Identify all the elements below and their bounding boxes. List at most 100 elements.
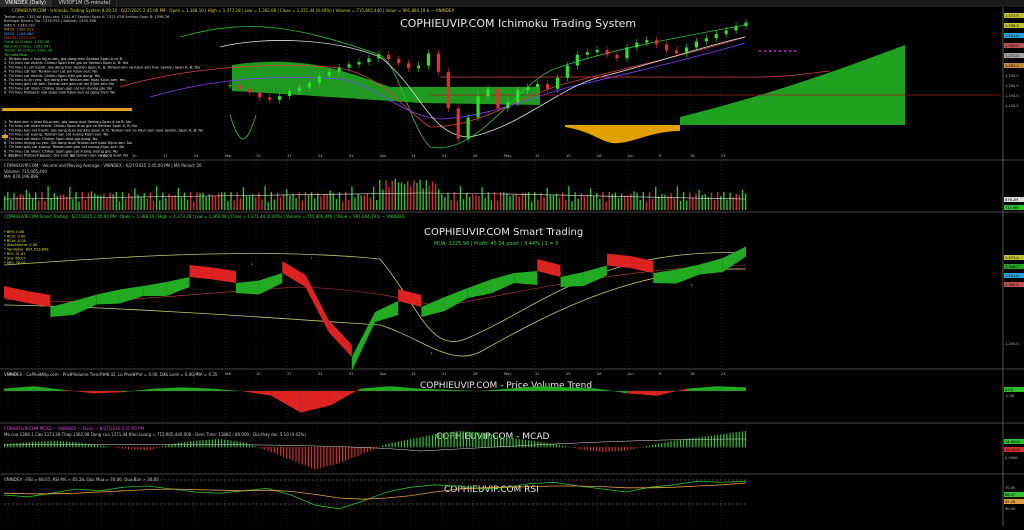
candle-body bbox=[635, 43, 638, 48]
macd-bar bbox=[342, 447, 343, 462]
date-label: Mar bbox=[225, 372, 232, 376]
volume-bar bbox=[317, 193, 318, 210]
volume-bar bbox=[450, 200, 451, 210]
macd-bar bbox=[295, 447, 296, 462]
macd-bar bbox=[640, 447, 641, 448]
volume-bar bbox=[361, 195, 362, 210]
volume-bar bbox=[243, 187, 244, 210]
signal-arrow: ↓ bbox=[640, 265, 643, 270]
macd-bar bbox=[354, 447, 355, 457]
volume-bar bbox=[184, 193, 185, 210]
signal-arrow: ↑ bbox=[690, 283, 693, 288]
volume-bar bbox=[379, 180, 380, 210]
volume-bar bbox=[630, 194, 631, 210]
smart-signal: MUA: 1325.90 | Profit: 45.54 point | 3.4… bbox=[434, 241, 558, 247]
date-label: 16 bbox=[690, 154, 695, 158]
volume-bar bbox=[26, 190, 27, 210]
candle-body bbox=[705, 38, 708, 41]
macd-tag: 0.0000 bbox=[1005, 456, 1018, 460]
date-label: 23 bbox=[721, 154, 726, 158]
macd-bar bbox=[581, 447, 582, 449]
macd-bar bbox=[147, 447, 148, 450]
volume-bar bbox=[407, 181, 408, 210]
candle-body bbox=[596, 50, 599, 52]
volume-bar bbox=[441, 194, 442, 210]
volume-bar bbox=[512, 195, 513, 210]
volume-bar bbox=[330, 191, 331, 210]
volume-bar bbox=[652, 199, 653, 210]
volume-bar bbox=[215, 196, 216, 210]
rsi-tag: 70.00 bbox=[1005, 486, 1016, 490]
tab-vn30f1m[interactable]: VN30F1M (5-minute) bbox=[54, 0, 117, 7]
macd-bar bbox=[184, 442, 185, 447]
macd-bar bbox=[630, 447, 631, 450]
volume-bar bbox=[491, 201, 492, 210]
ichimoku-sell-line: 9. Tin hieu Pullback nguoc: Gia vuot len… bbox=[4, 154, 128, 158]
volume-bar bbox=[354, 198, 355, 210]
chart-window: COPHIEUVIP.COM - Ichimoku Trading System… bbox=[0, 7, 1024, 526]
date-label: Jun bbox=[627, 154, 634, 158]
macd-bar bbox=[156, 447, 157, 448]
macd-bar bbox=[416, 438, 417, 448]
macd-bar bbox=[680, 440, 681, 448]
macd-bar bbox=[91, 444, 92, 447]
date-label: 17 bbox=[163, 154, 168, 158]
macd-bar bbox=[466, 432, 467, 448]
volume-bar bbox=[388, 187, 389, 210]
macd-bar bbox=[364, 447, 365, 453]
chart-canvas: COPHIEUVIP.COM - Ichimoku Trading System… bbox=[0, 7, 1024, 526]
smart-stat: * BCnt: 0.00 bbox=[4, 239, 27, 243]
macd-tag: 10.0000 bbox=[1005, 448, 1021, 452]
price-tag: 1,356.3 bbox=[1005, 24, 1019, 28]
volume-bar bbox=[212, 195, 213, 210]
candle-body bbox=[556, 78, 559, 89]
rsi-tag: 68.07 bbox=[1005, 493, 1015, 497]
volume-bar bbox=[466, 193, 467, 210]
macd-bar bbox=[398, 442, 399, 448]
date-label: May bbox=[504, 154, 512, 158]
volume-bar bbox=[339, 192, 340, 210]
volume-bar bbox=[469, 197, 470, 210]
candle-body bbox=[248, 89, 251, 93]
macd-bar bbox=[13, 443, 14, 447]
volume-bar bbox=[333, 193, 334, 210]
date-label: 31 bbox=[349, 154, 354, 158]
ichimoku-header: COPHIEUVIP.COM - Ichimoku Trading System… bbox=[12, 8, 454, 13]
macd-tag: 14.0000 bbox=[1005, 440, 1021, 444]
tab-vnindex[interactable]: VNINDEX (Daily) bbox=[0, 0, 52, 7]
macd-bar bbox=[336, 447, 337, 464]
macd-bar bbox=[528, 440, 529, 447]
volume-bar bbox=[283, 194, 284, 210]
candle-body bbox=[288, 91, 291, 96]
volume-bar bbox=[646, 202, 647, 210]
macd-bar bbox=[742, 431, 743, 447]
volume-bar bbox=[661, 194, 662, 210]
volume-bar bbox=[481, 187, 482, 210]
volume-bar bbox=[503, 192, 504, 210]
future-dot bbox=[764, 50, 766, 52]
volume-bar bbox=[13, 193, 14, 210]
smart-tag: 1,371.4 bbox=[1005, 256, 1019, 260]
volume-bar bbox=[54, 193, 55, 210]
macd-bar bbox=[605, 447, 606, 452]
macd-bar bbox=[550, 443, 551, 447]
volume-bar bbox=[165, 198, 166, 210]
macd-scale: 14.0000 10.0000 0.0000 bbox=[1004, 439, 1024, 460]
candle-body bbox=[387, 55, 390, 59]
volume-bar bbox=[621, 194, 622, 210]
macd-bar bbox=[261, 447, 262, 449]
volume-bar bbox=[221, 192, 222, 210]
macd-bar bbox=[708, 436, 709, 447]
macd-bar bbox=[119, 447, 120, 448]
macd-bar bbox=[677, 440, 678, 447]
date-label: May bbox=[504, 372, 512, 376]
macd-bar bbox=[202, 440, 203, 447]
price-tag: 1,371.9 bbox=[1005, 14, 1019, 18]
macd-bar bbox=[463, 431, 464, 447]
macd-header: COPHIEUVIP.COM MCAD — VNINDEX — Daily — … bbox=[4, 426, 145, 431]
macd-bar bbox=[264, 447, 265, 450]
macd-bar bbox=[733, 433, 734, 448]
volume-bar bbox=[624, 195, 625, 210]
macd-bar bbox=[16, 443, 17, 447]
volume-bar bbox=[671, 193, 672, 210]
